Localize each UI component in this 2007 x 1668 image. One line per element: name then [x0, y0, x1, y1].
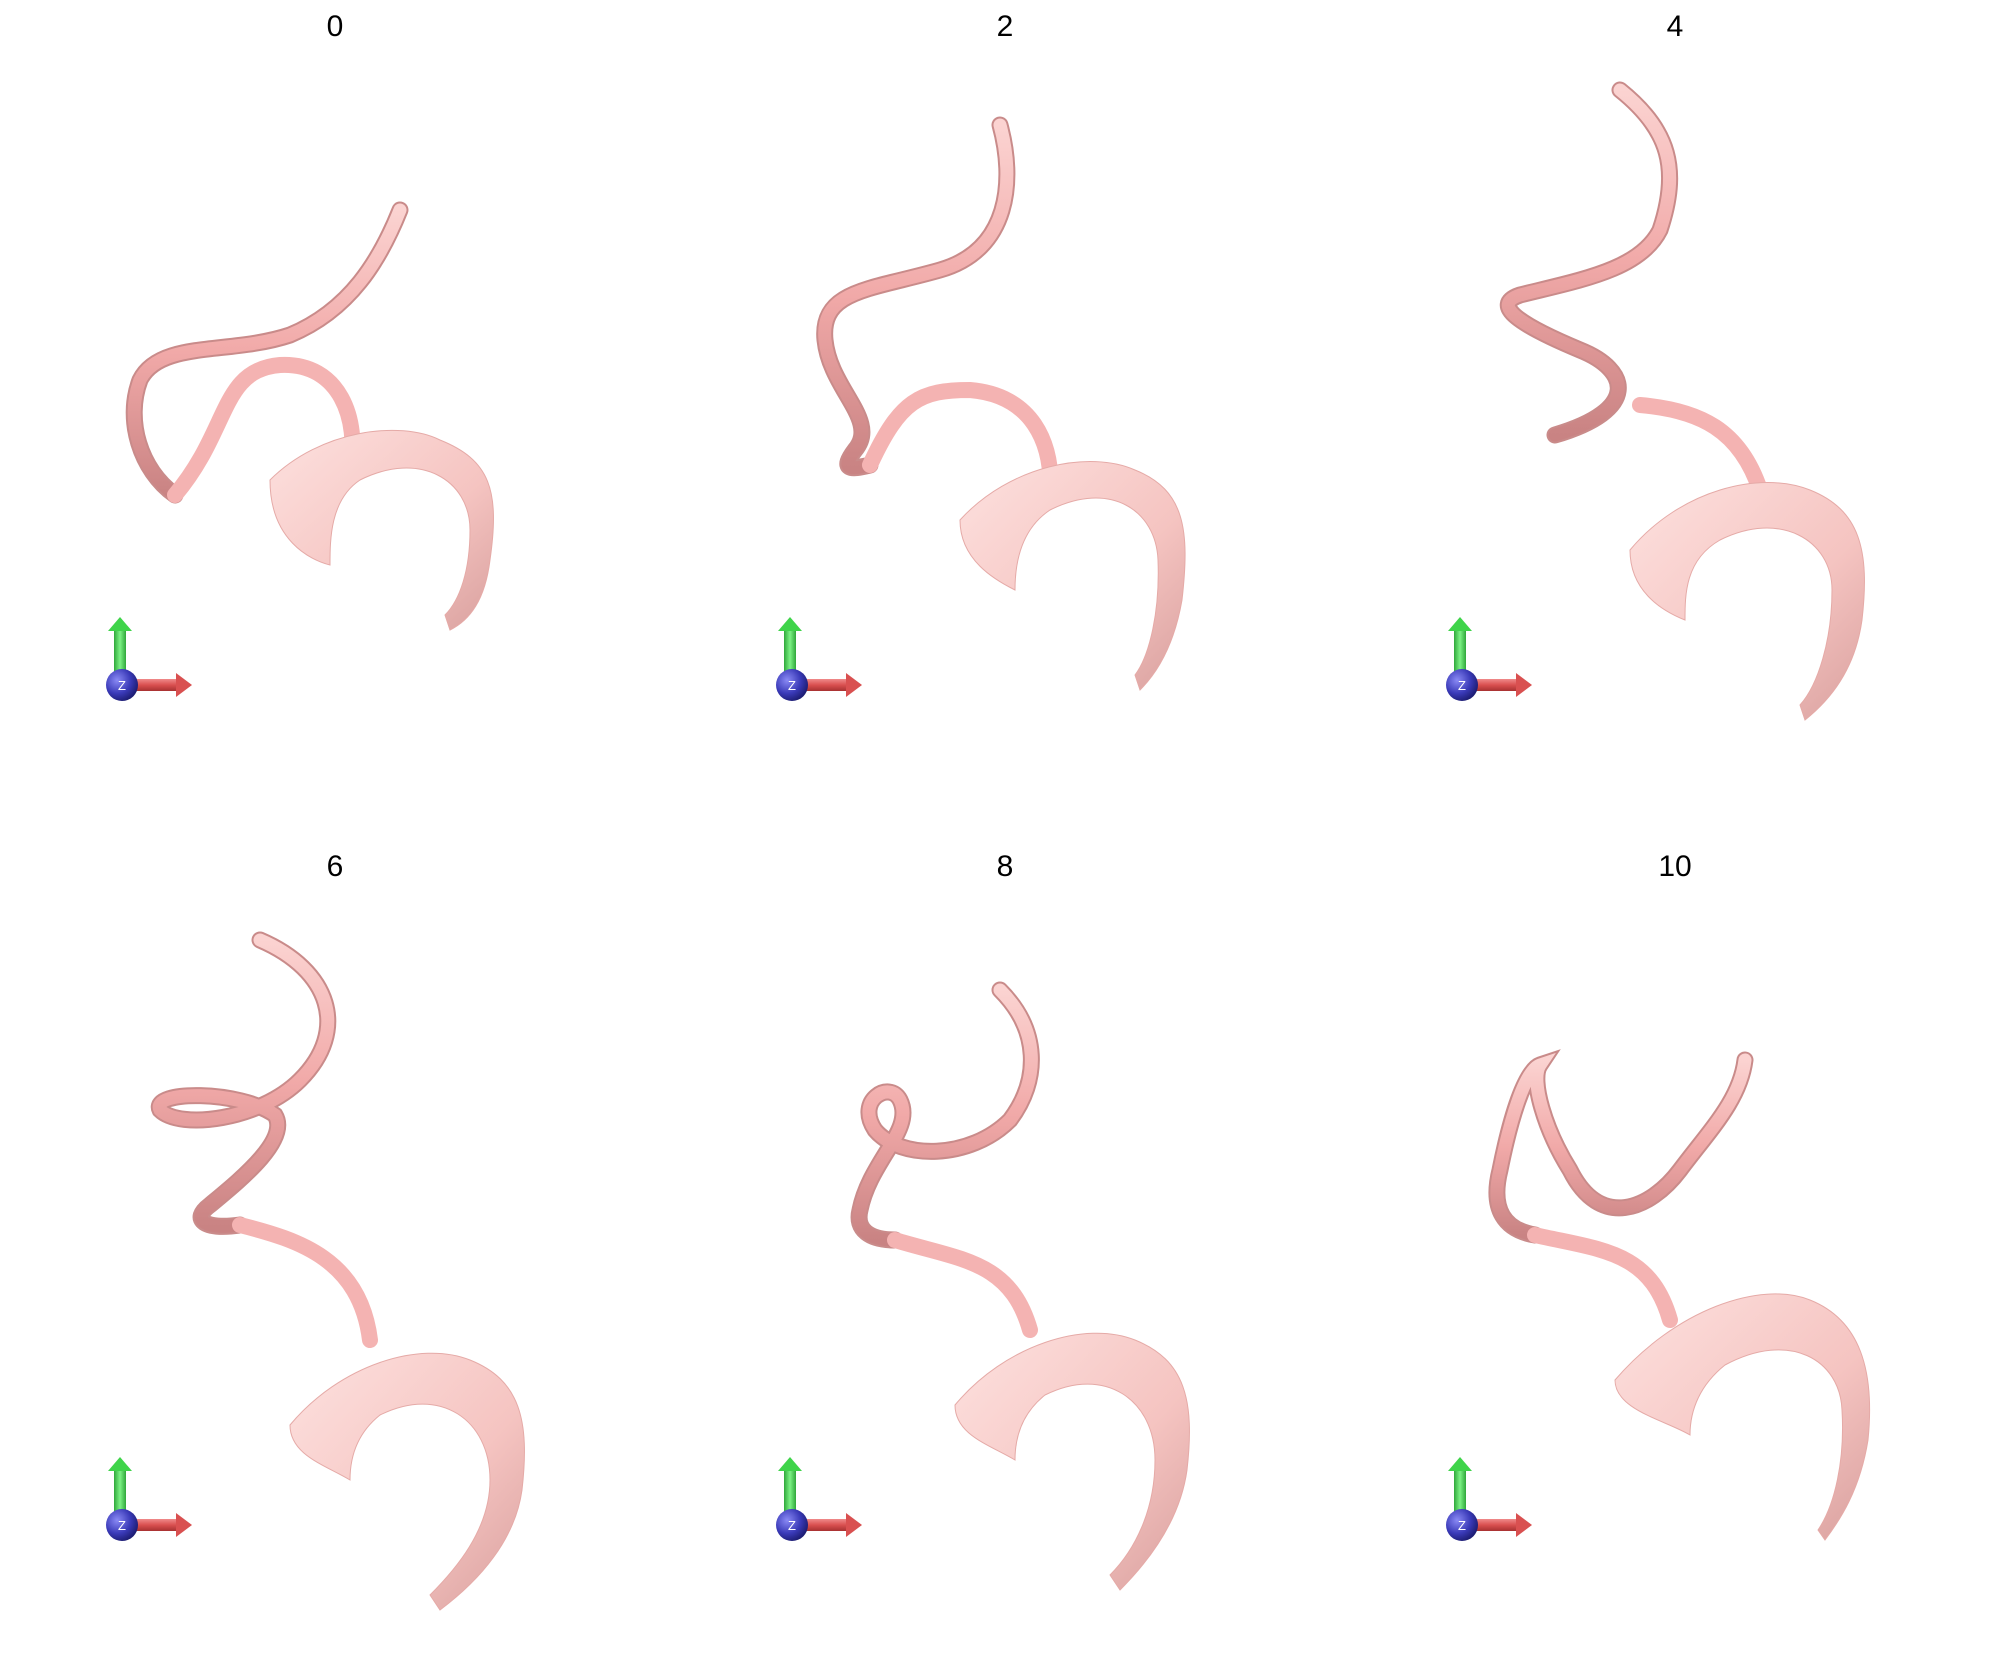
z-axis-label: Z — [788, 1518, 796, 1533]
z-axis-label: Z — [788, 678, 796, 693]
axes-indicator: Z — [776, 1457, 862, 1541]
protein-structure-render — [816, 116, 1186, 691]
frame-label: 10 — [1658, 850, 1692, 883]
frame-label: 0 — [326, 10, 344, 43]
z-axis-label: Z — [1458, 678, 1466, 693]
axes-indicator: Z — [106, 1457, 192, 1541]
axes-indicator: Z — [776, 617, 862, 701]
frame-label: 2 — [996, 10, 1014, 43]
axes-indicator: Z — [1446, 1457, 1532, 1541]
frame-label: 4 — [1666, 10, 1684, 43]
protein-structure-render — [1499, 81, 1865, 721]
axes-indicator: Z — [106, 617, 192, 701]
frame-label: 8 — [996, 850, 1014, 883]
z-axis-label: Z — [118, 678, 126, 693]
frame-label: 6 — [326, 850, 344, 883]
z-axis-label: Z — [118, 1518, 126, 1533]
frame-panel-4: 4 Z — [1340, 0, 2007, 820]
frame-panel-8: 8 Z — [670, 840, 1340, 1660]
protein-structure-render — [125, 201, 494, 631]
z-axis-label: Z — [1458, 1518, 1466, 1533]
protein-structure-render — [850, 981, 1190, 1591]
frame-panel-6: 6 Z — [0, 840, 670, 1660]
protein-structure-render — [1488, 1049, 1871, 1541]
frame-panel-2: 2 Z — [670, 0, 1340, 820]
protein-structure-render — [150, 931, 525, 1611]
frame-panel-0: 0 Z — [0, 0, 670, 820]
axes-indicator: Z — [1446, 617, 1532, 701]
frame-panel-10: 10 Z — [1340, 840, 2007, 1660]
